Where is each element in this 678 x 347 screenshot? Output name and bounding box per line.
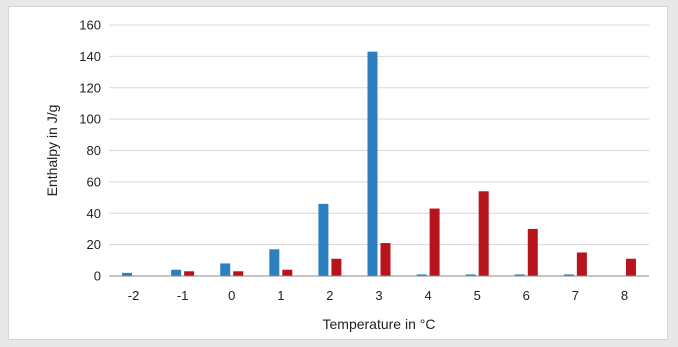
x-tick-label: 2 [326, 288, 333, 303]
y-tick-label: 140 [79, 49, 101, 64]
y-axis-title: Enthalpy in J/g [44, 105, 60, 197]
bar-series-2 [625, 258, 636, 276]
y-tick-label: 160 [79, 18, 101, 33]
y-tick-label: 0 [94, 269, 101, 284]
x-tick-label: 1 [277, 288, 284, 303]
bar-series-2 [282, 269, 293, 276]
bar-series-2 [380, 243, 391, 276]
bar-series-2 [233, 271, 244, 276]
x-tick-label: -1 [177, 288, 189, 303]
x-tick-label: 5 [474, 288, 481, 303]
bar-series-2 [527, 228, 538, 276]
x-tick-label: 3 [375, 288, 382, 303]
bar-series-1 [220, 263, 231, 276]
bar-series-1 [514, 274, 525, 276]
x-tick-label: -2 [128, 288, 140, 303]
x-axis-title: Temperature in °C [323, 316, 436, 332]
bar-series-1 [171, 269, 182, 276]
y-tick-label: 100 [79, 112, 101, 127]
bar-series-1 [416, 274, 427, 276]
bar-series-1 [367, 51, 378, 277]
bar-series-1 [122, 272, 133, 276]
y-tick-label: 120 [79, 80, 101, 95]
bar-chart: 0 20 40 60 80 100 120 140 160 -2 -1 0 1 2 3 4 5 6 7 8 Temp… [44, 18, 649, 332]
bar-series-2 [184, 271, 195, 276]
chart-frame: 0 20 40 60 80 100 120 140 160 -2 -1 0 1 2 3 4 5 6 7 8 Temp… [8, 6, 668, 340]
y-tick-label: 60 [87, 174, 101, 189]
x-tick-label: 7 [572, 288, 579, 303]
bar-series-1 [465, 274, 476, 276]
x-tick-label: 6 [523, 288, 530, 303]
bar-series-2 [429, 208, 440, 276]
x-tick-label: 8 [621, 288, 628, 303]
y-tick-label: 20 [87, 237, 101, 252]
y-tick-label: 40 [87, 206, 101, 221]
bar-series-2 [576, 252, 587, 276]
bar-series-1 [318, 203, 329, 276]
y-tick-label: 80 [87, 143, 101, 158]
bar-series-1 [269, 249, 280, 276]
x-tick-label: 0 [228, 288, 235, 303]
bar-series-1 [563, 274, 574, 276]
bar-series-2 [478, 191, 489, 276]
x-tick-label: 4 [424, 288, 431, 303]
bar-series-2 [331, 258, 342, 276]
